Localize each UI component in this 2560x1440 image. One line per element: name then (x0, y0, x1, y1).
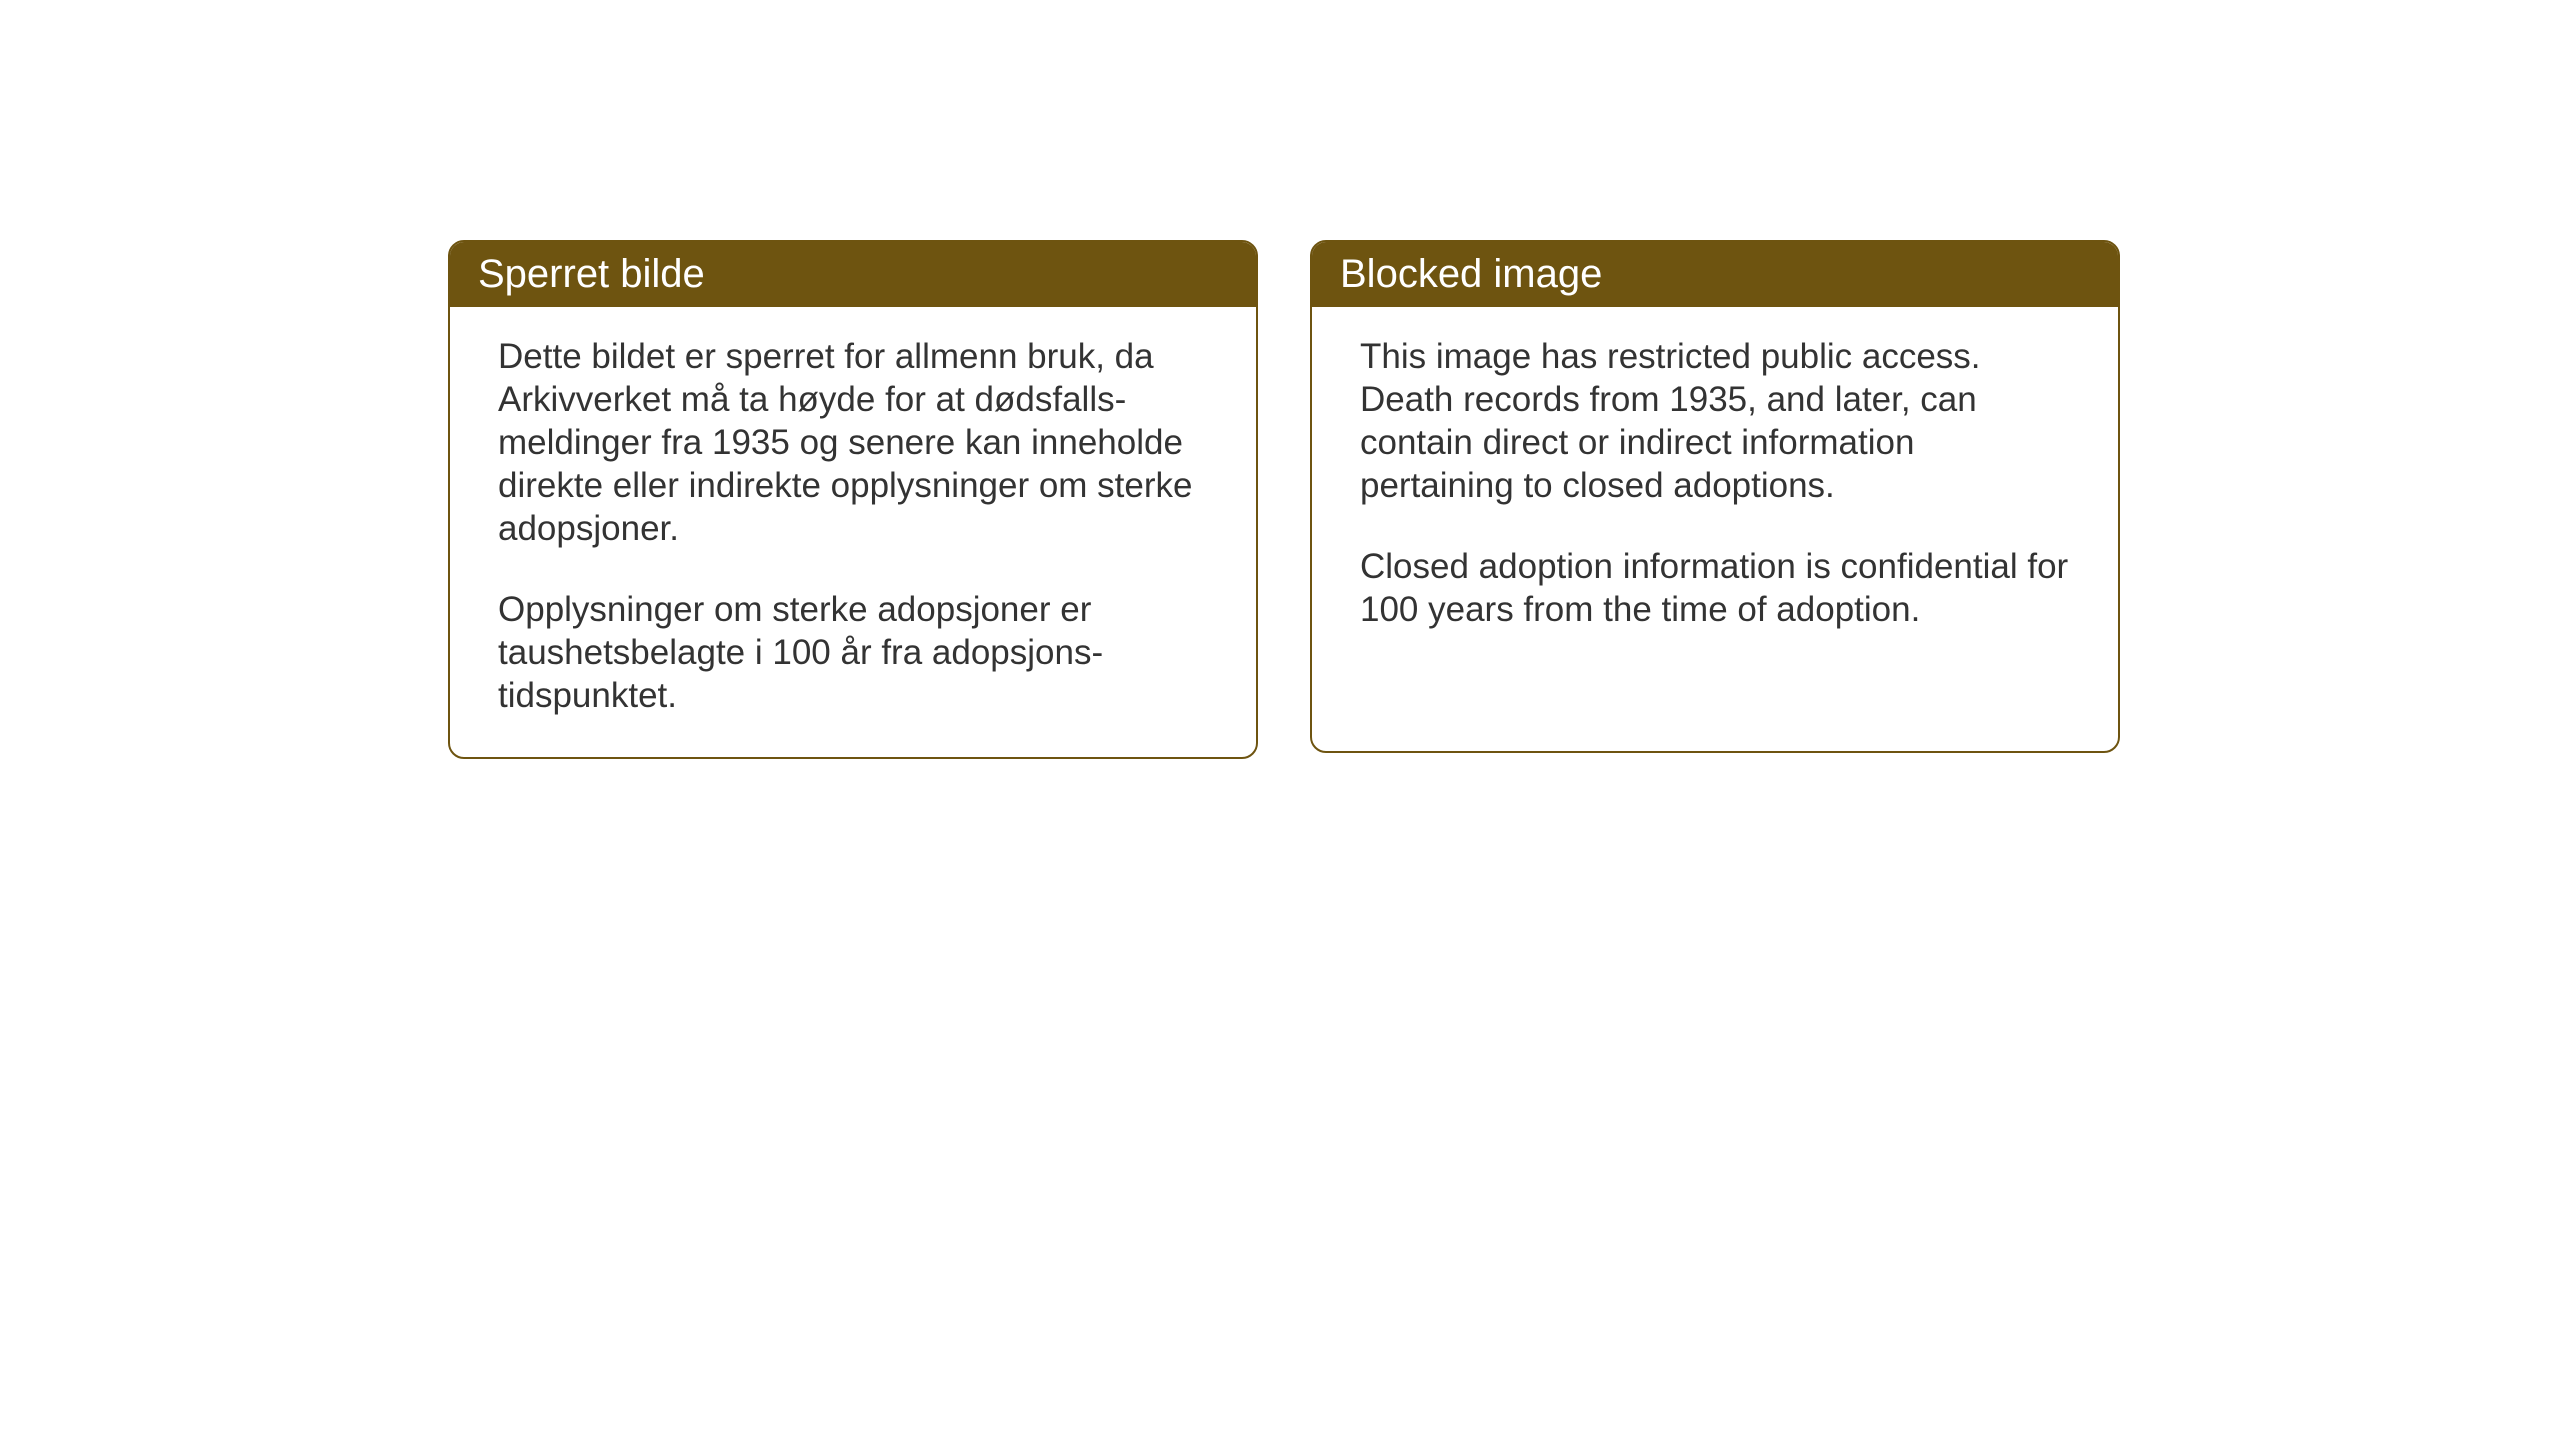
card-header-norwegian: Sperret bilde (450, 242, 1256, 307)
card-english: Blocked image This image has restricted … (1310, 240, 2120, 753)
card-norwegian: Sperret bilde Dette bildet er sperret fo… (448, 240, 1258, 759)
card-paragraph-2-english: Closed adoption information is confident… (1360, 545, 2070, 631)
card-paragraph-1-norwegian: Dette bildet er sperret for allmenn bruk… (498, 335, 1208, 550)
card-title-english: Blocked image (1340, 252, 1602, 296)
card-paragraph-2-norwegian: Opplysninger om sterke adopsjoner er tau… (498, 588, 1208, 717)
card-body-norwegian: Dette bildet er sperret for allmenn bruk… (450, 307, 1256, 757)
card-paragraph-1-english: This image has restricted public access.… (1360, 335, 2070, 507)
card-container: Sperret bilde Dette bildet er sperret fo… (448, 240, 2120, 759)
card-body-english: This image has restricted public access.… (1312, 307, 2118, 671)
card-header-english: Blocked image (1312, 242, 2118, 307)
card-title-norwegian: Sperret bilde (478, 252, 705, 296)
